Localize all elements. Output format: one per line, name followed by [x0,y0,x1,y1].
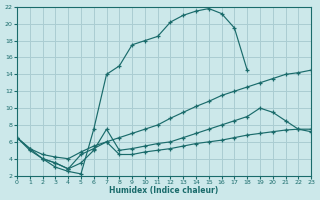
X-axis label: Humidex (Indice chaleur): Humidex (Indice chaleur) [109,186,219,195]
